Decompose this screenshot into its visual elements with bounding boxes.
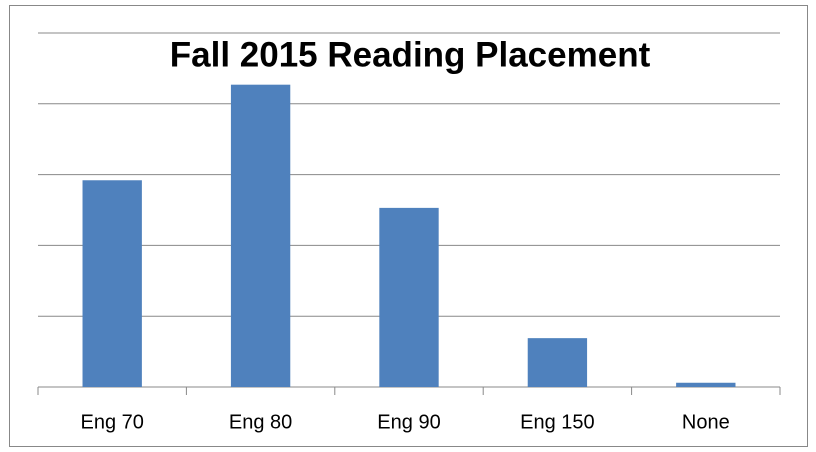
- bar: [82, 180, 142, 387]
- chart-title: Fall 2015 Reading Placement: [170, 35, 651, 74]
- bar: [230, 84, 291, 388]
- bar: [527, 338, 588, 387]
- bar: [676, 382, 736, 387]
- x-tick-label: Eng 80: [229, 411, 292, 433]
- x-tick-label: Eng 70: [81, 411, 144, 433]
- bar: [379, 207, 439, 387]
- x-tick-label: None: [682, 411, 730, 433]
- x-tick-label: Eng 90: [377, 411, 440, 433]
- x-tick-label: Eng 150: [520, 411, 595, 433]
